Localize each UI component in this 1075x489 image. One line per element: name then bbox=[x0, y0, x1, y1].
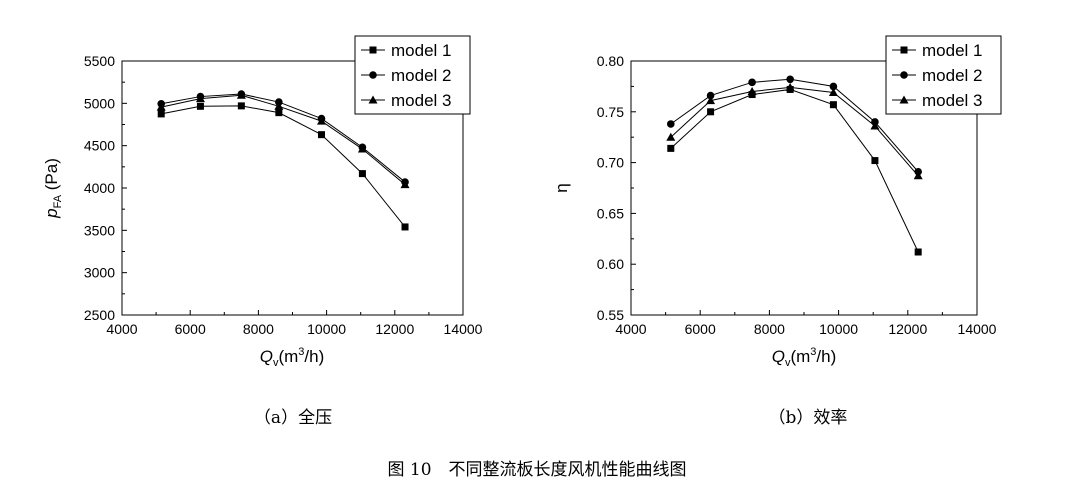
legend-marker bbox=[369, 71, 377, 79]
data-point bbox=[357, 144, 367, 153]
x-tick-label: 10000 bbox=[307, 321, 346, 337]
chart-a: 4000 6000 8000 10000 12000 14000 2500 3000 3500 4… bbox=[42, 35, 483, 369]
series-line bbox=[670, 86, 919, 177]
y-tick-label: 0.70 bbox=[597, 155, 624, 171]
legend: model 1 model 2 model 3 bbox=[354, 35, 471, 115]
x-tick-label: 12000 bbox=[888, 321, 927, 337]
legend-label: model 1 bbox=[922, 41, 982, 60]
x-tick-label: 4000 bbox=[106, 321, 137, 337]
y-tick-label: 4500 bbox=[84, 138, 115, 154]
x-tick-label: 14000 bbox=[958, 321, 997, 337]
data-point bbox=[871, 157, 879, 165]
series-1 bbox=[667, 85, 922, 256]
legend-marker bbox=[900, 71, 908, 79]
legend-label: model 2 bbox=[922, 66, 982, 85]
x-tick-label: 6000 bbox=[685, 321, 716, 337]
y-tick-label: 5500 bbox=[84, 53, 115, 69]
data-point bbox=[317, 131, 325, 139]
y-tick-label: 5000 bbox=[84, 95, 115, 111]
x-tick-label: 10000 bbox=[819, 321, 858, 337]
legend-marker bbox=[368, 95, 378, 104]
y-tick-label: 2500 bbox=[84, 307, 115, 323]
data-point bbox=[358, 170, 366, 178]
data-point bbox=[401, 223, 409, 231]
data-point bbox=[237, 102, 245, 110]
x-axis-label: Qv(m3/h) bbox=[772, 346, 837, 369]
data-point bbox=[275, 109, 283, 117]
x-tick-label: 6000 bbox=[175, 321, 206, 337]
x-tick-label: 8000 bbox=[243, 321, 274, 337]
y-axis-label: pFA (Pa) bbox=[42, 158, 64, 219]
data-point bbox=[316, 116, 326, 125]
y-tick-label: 0.75 bbox=[597, 104, 624, 120]
chart-b: 4000 6000 8000 10000 12000 14000 0.55 0.60 0.65 0… bbox=[552, 35, 1002, 369]
legend-label: model 1 bbox=[391, 41, 451, 60]
data-point bbox=[196, 102, 204, 110]
y-tick-label: 0.55 bbox=[597, 307, 624, 323]
y-tick-label: 3500 bbox=[84, 222, 115, 238]
data-point bbox=[829, 82, 838, 91]
data-point bbox=[667, 144, 675, 152]
data-point bbox=[666, 132, 676, 141]
series-1 bbox=[157, 102, 409, 231]
x-tick-label: 4000 bbox=[615, 321, 646, 337]
x-tick-label: 8000 bbox=[754, 321, 785, 337]
series-3 bbox=[156, 90, 410, 189]
data-point bbox=[747, 86, 757, 95]
subfigure-b-caption: （b）效率 bbox=[768, 408, 848, 428]
x-axis-label: Qv(m3/h) bbox=[260, 346, 325, 369]
data-point bbox=[914, 248, 922, 256]
data-point bbox=[829, 101, 837, 109]
y-axis-label: η bbox=[552, 183, 571, 192]
legend-label: model 3 bbox=[391, 91, 451, 110]
x-tick-label: 14000 bbox=[444, 321, 483, 337]
legend-marker bbox=[369, 46, 377, 54]
data-point bbox=[785, 82, 795, 91]
y-tick-label: 4000 bbox=[84, 180, 115, 196]
legend-marker bbox=[899, 95, 909, 104]
legend-label: model 3 bbox=[922, 91, 982, 110]
data-point bbox=[274, 101, 284, 110]
data-point bbox=[870, 121, 880, 130]
data-point bbox=[666, 120, 675, 128]
data-point bbox=[195, 94, 205, 103]
figure-caption: 图 10 不同整流板长度风机性能曲线图 bbox=[387, 460, 687, 480]
y-tick-label: 0.80 bbox=[597, 53, 624, 69]
y-tick-label: 0.60 bbox=[597, 256, 624, 272]
y-tick-label: 0.65 bbox=[597, 205, 624, 221]
data-point bbox=[706, 91, 715, 100]
data-point bbox=[156, 102, 166, 111]
x-tick-label: 12000 bbox=[375, 321, 414, 337]
series-3 bbox=[666, 82, 923, 180]
legend-marker bbox=[900, 46, 908, 54]
data-point bbox=[828, 87, 838, 96]
subfigure-a-caption: （a）全压 bbox=[253, 408, 333, 428]
data-point bbox=[157, 110, 165, 118]
series-line bbox=[161, 105, 406, 228]
data-point bbox=[707, 108, 715, 116]
data-point bbox=[913, 171, 923, 180]
legend: model 1 model 2 model 3 bbox=[885, 35, 1002, 115]
data-point bbox=[236, 90, 246, 99]
data-point bbox=[706, 96, 716, 105]
y-tick-label: 3000 bbox=[84, 265, 115, 281]
legend-label: model 2 bbox=[391, 66, 451, 85]
data-point bbox=[786, 75, 794, 84]
data-point bbox=[748, 78, 756, 87]
data-point bbox=[400, 180, 410, 189]
